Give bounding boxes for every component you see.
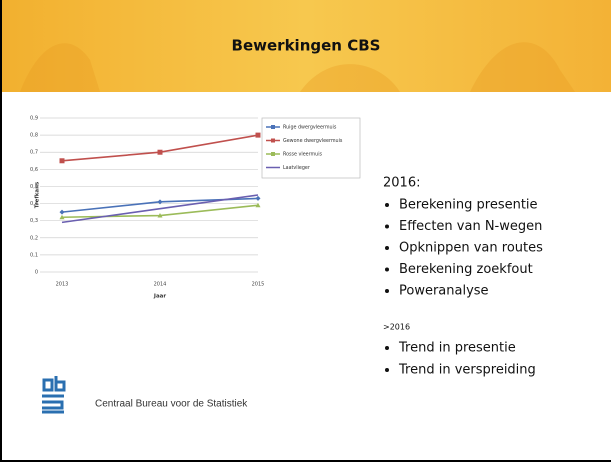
legend-label: Laatvlieger [283,165,310,171]
slide: Bewerkingen CBS 00,10,20,30,40,50,60,70,… [0,0,611,462]
y-tick-label: 0,7 [30,150,38,156]
list-item: Trend in presentie [398,341,516,356]
y-tick-label: 0,6 [30,167,38,173]
bullet [385,268,389,272]
list-item: Berekening zoekfout [399,262,533,277]
x-tick-label: 2013 [56,282,69,288]
bullet [385,203,389,207]
list-heading: 2016: [383,176,420,191]
bullet [385,368,389,372]
logo-text: Centraal Bureau voor de Statistiek [95,399,248,410]
data-point [60,158,65,163]
page: Bewerkingen CBS 00,10,20,30,40,50,60,70,… [0,0,611,462]
data-point [256,133,261,138]
list-item: Effecten van N-wegen [399,219,542,234]
y-tick-label: 0,8 [30,133,38,139]
legend-label: Rosse vleermuis [283,152,323,158]
y-tick-label: 0,2 [30,235,38,241]
x-tick-label: 2014 [154,282,167,288]
list-item: Opknippen van routes [399,241,543,256]
x-axis-label: Jaar [153,294,166,300]
slide-title: Bewerkingen CBS [232,37,381,55]
list-heading: >2016 [383,323,410,332]
list-item: Poweranalyse [399,284,489,299]
y-axis-label: Trefkans [35,181,41,208]
y-tick-label: 0,3 [30,218,38,224]
bullet [385,225,389,229]
bullet [385,289,389,293]
legend-marker [271,125,275,129]
legend-label: Ruige dwergvleermuis [283,125,337,131]
bullet [385,246,389,250]
legend-label: Gewone dwergvleermuis [283,138,343,144]
list-item: Trend in verspreiding [398,363,536,378]
list-item: Berekening presentie [399,198,538,213]
x-tick-label: 2015 [252,282,265,288]
bullet [385,346,389,350]
y-tick-label: 0,9 [30,116,38,122]
legend-marker [271,139,275,143]
y-tick-label: 0 [35,270,38,276]
y-tick-label: 0,1 [30,252,38,258]
legend-marker [271,152,275,156]
data-point [158,150,163,155]
